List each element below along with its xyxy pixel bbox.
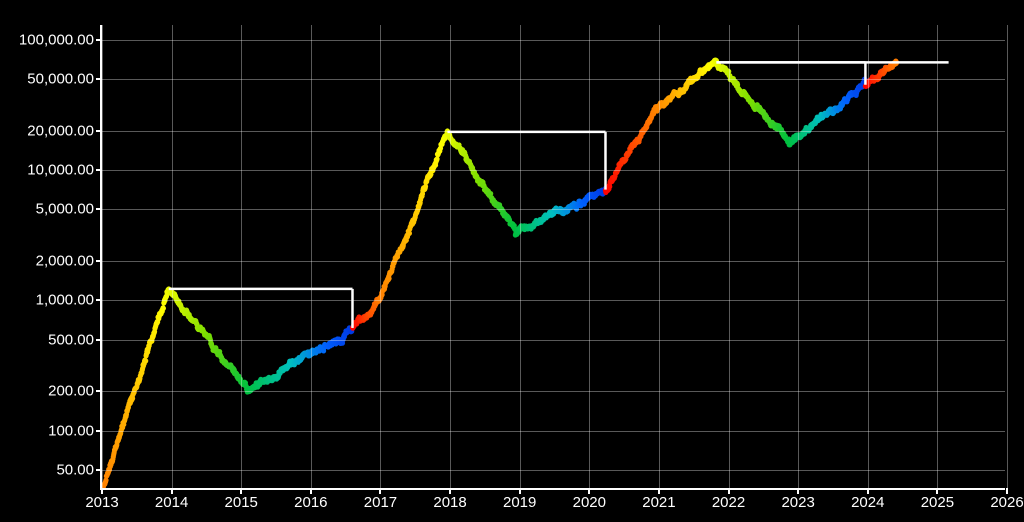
x-axis-tick-label: 2026 [990,488,1023,511]
y-axis-tick-label: 200.00 [48,383,102,400]
gridline-horizontal [102,170,1005,171]
gridline-horizontal [102,131,1005,132]
gridline-vertical [589,25,590,488]
x-axis-tick-label: 2024 [851,488,884,511]
y-axis-tick-label: 50.00 [56,461,102,478]
gridline-vertical [729,25,730,488]
x-axis-tick-label: 2013 [85,488,118,511]
x-axis-tick-label: 2016 [294,488,327,511]
gridline-horizontal [102,79,1005,80]
gridline-vertical [102,25,103,488]
gridline-vertical [659,25,660,488]
plot-area: 50.00100.00200.00500.001,000.002,000.005… [100,25,1005,490]
x-axis-tick-label: 2019 [503,488,536,511]
gridline-vertical [520,25,521,488]
x-axis-tick-label: 2023 [781,488,814,511]
gridline-vertical [798,25,799,488]
gridline-horizontal [102,391,1005,392]
y-axis-tick-label: 50,000.00 [27,71,102,88]
x-axis-tick-label: 2022 [712,488,745,511]
gridline-vertical [1007,25,1008,488]
x-axis-tick-label: 2014 [155,488,188,511]
gridline-vertical [311,25,312,488]
gridline-horizontal [102,261,1005,262]
gridline-horizontal [102,340,1005,341]
gridline-horizontal [102,431,1005,432]
gridline-horizontal [102,40,1005,41]
x-axis-tick-label: 2020 [573,488,606,511]
x-axis-tick-label: 2025 [921,488,954,511]
y-axis-tick-label: 2,000.00 [36,253,102,270]
y-axis-tick-label: 100,000.00 [19,31,102,48]
gridline-vertical [241,25,242,488]
y-axis-tick-label: 500.00 [48,331,102,348]
x-axis-tick-label: 2018 [433,488,466,511]
y-axis-tick-label: 100.00 [48,422,102,439]
y-axis-tick-label: 20,000.00 [27,122,102,139]
gridline-horizontal [102,470,1005,471]
gridline-horizontal [102,209,1005,210]
y-axis-tick-label: 1,000.00 [36,292,102,309]
chart-svg [102,25,1005,488]
gridline-vertical [868,25,869,488]
gridline-horizontal [102,300,1005,301]
x-axis-tick-label: 2017 [364,488,397,511]
x-axis-tick-label: 2021 [642,488,675,511]
gridline-vertical [380,25,381,488]
gridline-vertical [937,25,938,488]
x-axis-tick-label: 2015 [225,488,258,511]
y-axis-tick-label: 5,000.00 [36,201,102,218]
gridline-vertical [172,25,173,488]
gridline-vertical [450,25,451,488]
price-rainbow-chart: 50.00 100.00 200.00 500.00 1,000.00 2,000.00 5… [0,0,1024,522]
y-axis-tick-label: 10,000.00 [27,162,102,179]
